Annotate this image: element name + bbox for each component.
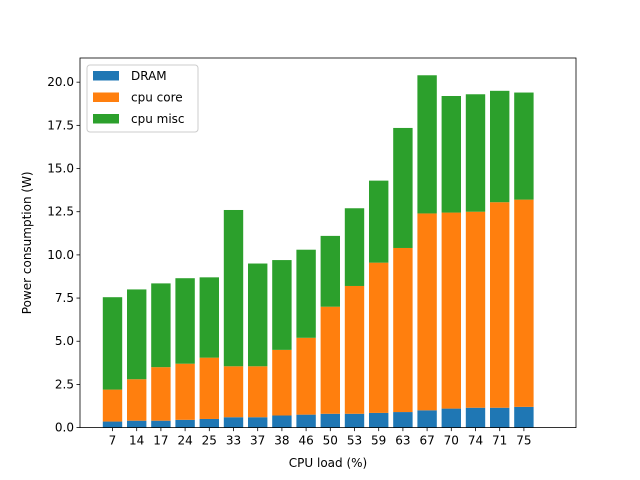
bar-cpu-misc-17 bbox=[151, 283, 171, 368]
x-tick-label: 70 bbox=[444, 434, 459, 448]
x-tick-label: 75 bbox=[516, 434, 531, 448]
bar-DRAM-25 bbox=[199, 418, 219, 428]
bar-cpu-misc-7 bbox=[102, 297, 123, 390]
bar-cpu-misc-70 bbox=[441, 95, 461, 213]
x-tick-label: 24 bbox=[177, 434, 192, 448]
bar-DRAM-14 bbox=[127, 420, 147, 428]
y-tick-label: 7.5 bbox=[55, 291, 74, 305]
bar-cpu-core-63 bbox=[393, 247, 413, 413]
bar-DRAM-71 bbox=[490, 407, 510, 428]
bar-cpu-misc-25 bbox=[199, 277, 219, 358]
bar-DRAM-46 bbox=[296, 414, 316, 428]
bar-cpu-core-25 bbox=[199, 357, 219, 419]
x-axis: 7 14 17 24 25 33 37 38 46 50 53 59 63 67 70 74 71 75 bbox=[109, 427, 532, 448]
bar-cpu-misc-53 bbox=[344, 208, 365, 286]
bar-DRAM-24 bbox=[175, 419, 195, 428]
bar-DRAM-38 bbox=[272, 415, 292, 428]
bar-cpu-core-14 bbox=[127, 379, 147, 421]
bar-cpu-core-53 bbox=[344, 285, 365, 414]
x-tick-label: 14 bbox=[129, 434, 144, 448]
bar-cpu-core-50 bbox=[320, 306, 340, 414]
y-axis: 0.0 2.5 5.0 7.5 10.0 12.5 15.0 17.5 20.0 bbox=[47, 75, 80, 435]
bar-cpu-misc-59 bbox=[369, 180, 389, 263]
x-tick-label: 33 bbox=[226, 434, 241, 448]
bar-DRAM-63 bbox=[393, 412, 413, 428]
bar-DRAM-37 bbox=[248, 417, 268, 428]
legend-label-cpu-misc: cpu misc bbox=[131, 112, 185, 126]
x-tick-label: 71 bbox=[492, 434, 507, 448]
bar-cpu-core-74 bbox=[465, 211, 486, 408]
bar-cpu-core-33 bbox=[223, 366, 244, 418]
bar-cpu-core-71 bbox=[490, 202, 510, 408]
bar-cpu-core-46 bbox=[296, 337, 316, 415]
bar-cpu-misc-63 bbox=[393, 127, 413, 248]
bar-cpu-core-37 bbox=[248, 366, 268, 418]
x-tick-label: 67 bbox=[419, 434, 434, 448]
bar-cpu-core-17 bbox=[151, 367, 171, 421]
bar-cpu-core-38 bbox=[272, 349, 292, 416]
bar-DRAM-75 bbox=[514, 406, 534, 428]
x-tick-label: 46 bbox=[298, 434, 313, 448]
x-tick-label: 53 bbox=[347, 434, 362, 448]
bar-DRAM-53 bbox=[344, 413, 365, 428]
x-tick-label: 38 bbox=[274, 434, 289, 448]
bar-cpu-misc-67 bbox=[417, 75, 437, 214]
y-tick-label: 10.0 bbox=[47, 248, 74, 262]
y-tick-label: 2.5 bbox=[55, 377, 74, 391]
legend-swatch-cpu-misc bbox=[93, 114, 119, 124]
x-tick-label: 25 bbox=[202, 434, 217, 448]
x-tick-label: 63 bbox=[395, 434, 410, 448]
x-axis-label: CPU load (%) bbox=[289, 456, 367, 470]
y-tick-label: 20.0 bbox=[47, 75, 74, 89]
y-tick-label: 15.0 bbox=[47, 162, 74, 176]
x-tick-label: 59 bbox=[371, 434, 386, 448]
legend-label-DRAM: DRAM bbox=[131, 69, 167, 83]
y-tick-label: 17.5 bbox=[47, 118, 74, 132]
legend-label-cpu-core: cpu core bbox=[131, 91, 183, 105]
bar-cpu-core-24 bbox=[175, 363, 195, 420]
y-tick-label: 5.0 bbox=[55, 334, 74, 348]
x-tick-label: 37 bbox=[250, 434, 265, 448]
bar-cpu-misc-50 bbox=[320, 235, 340, 307]
legend-swatch-cpu-core bbox=[93, 92, 119, 102]
bar-cpu-misc-38 bbox=[272, 260, 292, 350]
bar-cpu-core-75 bbox=[514, 199, 534, 407]
y-axis-label: Power consumption (W) bbox=[20, 171, 34, 314]
legend: DRAM cpu core cpu misc bbox=[86, 64, 199, 133]
x-tick-label: 50 bbox=[323, 434, 338, 448]
bar-cpu-core-59 bbox=[369, 262, 389, 413]
bar-cpu-core-7 bbox=[102, 389, 123, 422]
bar-cpu-misc-33 bbox=[223, 209, 244, 367]
bar-cpu-core-70 bbox=[441, 212, 461, 409]
bar-cpu-misc-14 bbox=[127, 289, 147, 380]
bar-cpu-misc-71 bbox=[490, 90, 510, 203]
plot-frame bbox=[79, 57, 577, 429]
bar-cpu-misc-74 bbox=[465, 94, 486, 212]
bar-DRAM-59 bbox=[369, 412, 389, 428]
bar-DRAM-74 bbox=[465, 407, 486, 428]
x-tick-label: 7 bbox=[109, 434, 117, 448]
bar-cpu-misc-37 bbox=[248, 263, 268, 367]
x-tick-label: 17 bbox=[153, 434, 168, 448]
bar-cpu-misc-46 bbox=[296, 249, 316, 338]
bars-group bbox=[102, 75, 534, 428]
bar-cpu-misc-24 bbox=[175, 278, 195, 364]
bar-cpu-misc-75 bbox=[514, 92, 534, 200]
bar-DRAM-17 bbox=[151, 420, 171, 428]
y-tick-label: 12.5 bbox=[47, 205, 74, 219]
bar-DRAM-7 bbox=[102, 421, 123, 428]
bar-cpu-core-67 bbox=[417, 213, 437, 411]
y-tick-label: 0.0 bbox=[55, 421, 74, 435]
legend-swatch-DRAM bbox=[93, 71, 119, 81]
bar-DRAM-67 bbox=[417, 410, 437, 428]
bar-DRAM-50 bbox=[320, 413, 340, 428]
bar-DRAM-33 bbox=[223, 417, 244, 428]
bar-DRAM-70 bbox=[441, 408, 461, 428]
x-tick-label: 74 bbox=[468, 434, 483, 448]
